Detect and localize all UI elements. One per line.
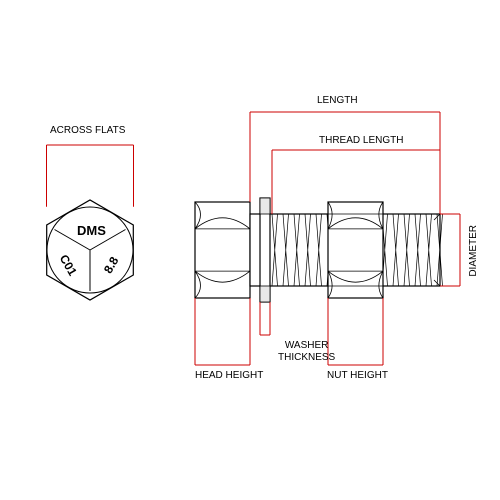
label-head-height: HEAD HEIGHT [195,370,263,382]
label-across-flats: ACROSS FLATS [50,125,125,137]
label-nut-height: NUT HEIGHT [327,370,388,382]
head-mark-top: DMS [77,223,106,239]
bolt-head-side [195,202,250,298]
label-length: LENGTH [317,95,358,107]
label-thread-length: THREAD LENGTH [319,135,403,147]
label-washer-thickness: WASHER THICKNESS [278,340,335,364]
nut-side [328,202,383,298]
label-diameter: DIAMETER [468,225,480,277]
